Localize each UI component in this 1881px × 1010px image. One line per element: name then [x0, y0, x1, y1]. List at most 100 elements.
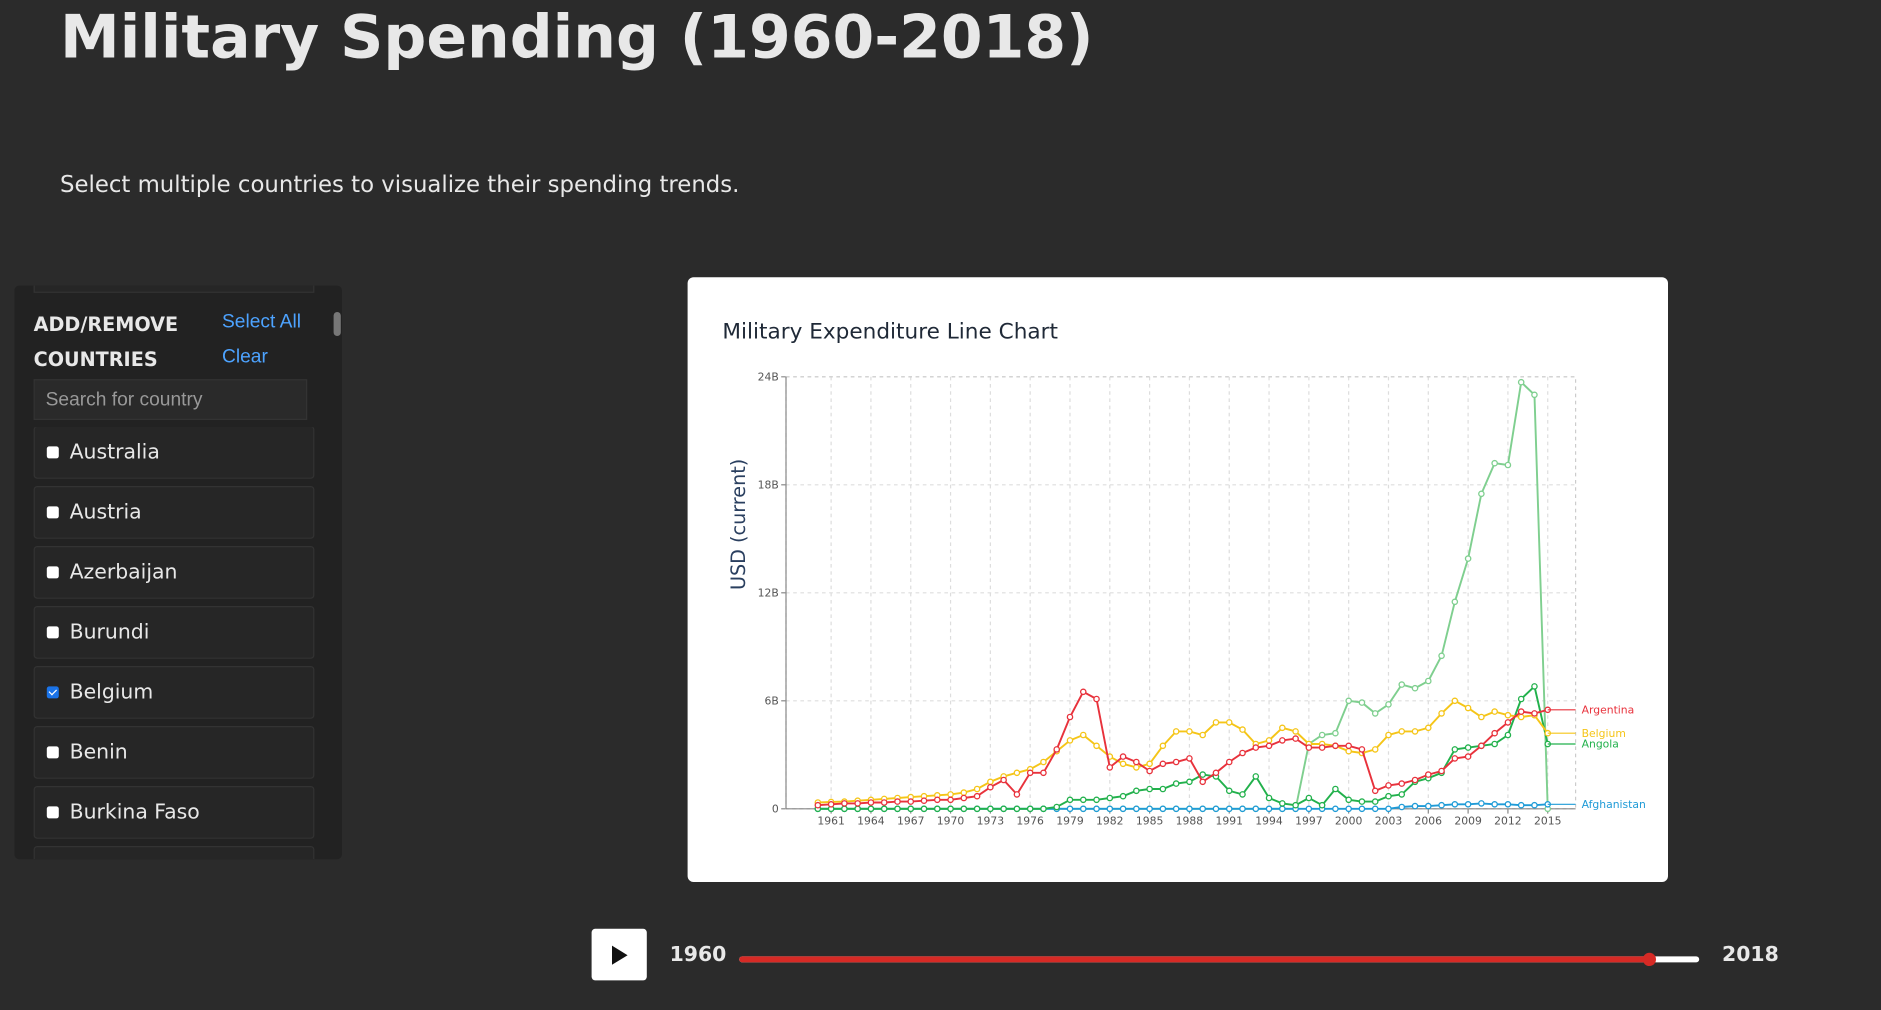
slider-thumb[interactable] [1642, 952, 1657, 967]
series-label: Afghanistan [1582, 798, 1646, 811]
data-point [1212, 719, 1220, 726]
country-item[interactable]: Belgium [33, 666, 315, 719]
data-point [1225, 787, 1233, 795]
data-point [1186, 755, 1193, 762]
x-tick-label: 1979 [1056, 814, 1084, 827]
data-point [1013, 769, 1021, 777]
data-point [1438, 801, 1445, 809]
checkbox[interactable] [46, 806, 59, 819]
data-point [1239, 726, 1246, 733]
country-item[interactable]: Azerbaijan [33, 546, 315, 599]
data-point [1491, 459, 1498, 467]
checkbox[interactable] [46, 686, 59, 699]
x-tick-label: 1970 [937, 814, 965, 827]
data-point [1252, 744, 1260, 751]
data-point [1478, 742, 1485, 750]
country-item[interactable]: Burkina Faso [33, 786, 315, 839]
data-point [1119, 753, 1127, 760]
search-input[interactable]: Search for country [33, 379, 308, 421]
data-point [1186, 778, 1193, 786]
country-item[interactable]: Bangladesh [33, 846, 315, 860]
data-point [1172, 758, 1180, 766]
data-point [1464, 753, 1472, 760]
data-point [1199, 805, 1206, 813]
data-point [1133, 787, 1140, 795]
country-item[interactable]: Australia [33, 427, 315, 479]
data-point [854, 800, 861, 807]
data-point [1345, 747, 1352, 755]
data-point [1424, 677, 1432, 685]
data-point [1411, 728, 1419, 735]
data-point [880, 805, 888, 813]
year-slider[interactable] [739, 952, 1700, 967]
checkbox[interactable] [46, 746, 59, 759]
data-point [841, 800, 848, 807]
data-point [973, 805, 981, 813]
country-panel: ADD/REMOVE COUNTRIES Select All Clear Se… [14, 285, 343, 860]
data-point [1159, 760, 1167, 768]
data-point [1345, 805, 1352, 813]
y-axis-label: USD (current) [727, 459, 750, 590]
data-point [1279, 800, 1286, 807]
data-point [1371, 805, 1379, 813]
data-point [1504, 711, 1512, 719]
data-point [933, 805, 941, 813]
select-all[interactable]: Select All [222, 312, 301, 333]
country-name: Benin [69, 740, 128, 765]
data-point [1411, 776, 1419, 784]
x-tick-label: 2000 [1335, 814, 1363, 827]
data-point [1133, 805, 1140, 813]
clear[interactable]: Clear [222, 346, 268, 368]
data-point [947, 791, 954, 798]
data-point [1093, 796, 1100, 804]
data-point [1358, 746, 1366, 753]
checkbox[interactable] [46, 626, 59, 639]
data-point [1464, 704, 1472, 712]
data-point [1279, 737, 1286, 744]
checkbox[interactable] [46, 446, 59, 459]
data-point [1265, 742, 1273, 750]
country-name: Austria [69, 500, 142, 525]
y-tick-label: 6B [765, 694, 779, 707]
data-point [1013, 805, 1021, 813]
country-item[interactable]: Benin [33, 726, 315, 779]
y-tick-label: 12B [758, 586, 779, 599]
data-point [1491, 729, 1498, 737]
data-point [1279, 805, 1286, 813]
data-point [1451, 697, 1459, 705]
data-point [1491, 801, 1498, 808]
country-item[interactable]: Burundi [33, 606, 315, 659]
checkbox[interactable] [46, 566, 59, 579]
country-item[interactable]: Austria [33, 486, 315, 539]
data-point [920, 797, 928, 805]
data-point [1531, 710, 1538, 717]
data-point [854, 805, 861, 813]
checkbox[interactable] [46, 506, 59, 519]
data-point [1265, 805, 1273, 813]
data-point [1106, 764, 1114, 771]
data-point [1053, 803, 1061, 811]
data-point [1146, 785, 1153, 793]
country-name: Azerbaijan [69, 560, 178, 585]
data-point [1026, 769, 1034, 777]
scrollbar[interactable] [333, 312, 341, 336]
slider-progress [739, 956, 1650, 963]
data-point [1504, 719, 1512, 726]
data-point [1133, 764, 1140, 771]
play-button[interactable] [591, 928, 647, 981]
series-line [817, 699, 1549, 804]
country-list: Australia Austria Azerbaijan Burundi Belgium… [14, 427, 342, 860]
x-tick-label: 1988 [1176, 814, 1204, 827]
chart-card: Military Expenditure Line Chart USD (cur… [687, 277, 1669, 883]
data-point [1239, 791, 1246, 798]
page-subtitle: Select multiple countries to visualize t… [60, 171, 740, 199]
country-name: Australia [69, 440, 160, 465]
data-point [1079, 688, 1087, 696]
data-point [1026, 805, 1034, 813]
data-point [827, 801, 835, 808]
x-tick-label: 1964 [857, 814, 885, 827]
x-tick-label: 1961 [817, 814, 844, 827]
data-point [1504, 461, 1512, 469]
data-point [1093, 805, 1100, 813]
